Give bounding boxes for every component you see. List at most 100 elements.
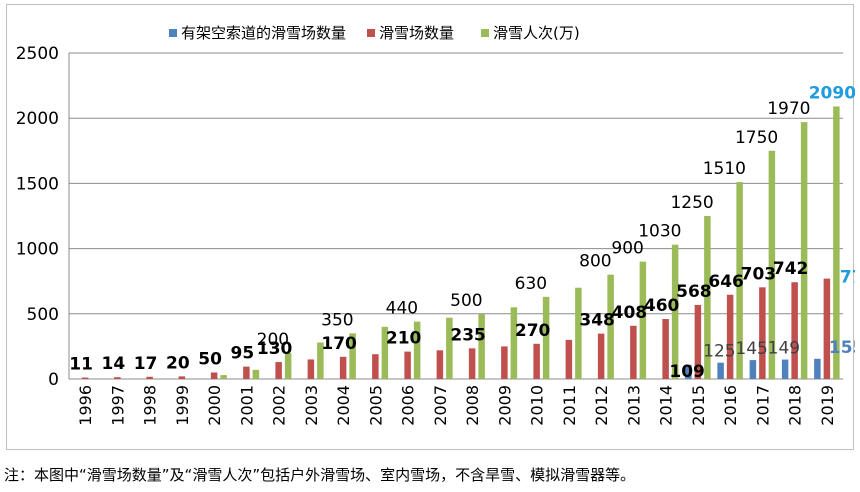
bar-resorts xyxy=(533,343,540,379)
data-label-resorts: 14 xyxy=(102,354,126,374)
footnote: 注：本图中“滑雪场数量”及“滑雪人次”包括户外滑雪场、室内雪场，不含旱雪、模拟滑… xyxy=(4,466,636,484)
y-tick-label: 2000 xyxy=(16,109,59,129)
bar-visits xyxy=(220,375,227,379)
bar-visits xyxy=(317,342,324,379)
data-label-visits: 500 xyxy=(450,291,482,311)
data-label-resorts: 703 xyxy=(741,264,777,284)
bar-visits xyxy=(768,150,776,379)
x-tick-label: 2007 xyxy=(431,385,450,426)
bar-resorts xyxy=(372,354,379,379)
bar-visits xyxy=(704,216,711,379)
x-tick-label: 2012 xyxy=(592,385,611,426)
bar-resorts xyxy=(468,348,476,379)
legend-swatch xyxy=(169,29,177,37)
bar-visits xyxy=(542,296,550,379)
data-label-visits: 1970 xyxy=(767,99,810,119)
bar-resorts xyxy=(630,325,637,379)
bar-visits xyxy=(575,287,582,379)
y-tick-label: 1000 xyxy=(16,240,59,260)
bar-cableway xyxy=(781,359,789,379)
bar-resorts xyxy=(210,372,218,379)
bar-resorts xyxy=(759,287,766,379)
x-tick-label: 1998 xyxy=(141,385,160,426)
y-tick-label: 0 xyxy=(48,370,59,390)
data-label-visits: 1030 xyxy=(638,222,681,242)
data-label-cableway: 149 xyxy=(768,339,800,359)
data-label-visits: 900 xyxy=(611,239,643,259)
data-label-resorts: 50 xyxy=(198,349,222,369)
bar-resorts xyxy=(597,333,605,379)
x-tick-label: 2014 xyxy=(657,385,676,426)
bar-chart: 0 500 1000 1500 2000 2500 1996 1997 1998 1999 2000… xyxy=(16,24,855,426)
bar-resorts xyxy=(114,377,121,379)
data-label-resorts: 210 xyxy=(386,329,422,349)
x-tick-label: 2010 xyxy=(528,385,547,426)
bar-cableway xyxy=(814,358,821,379)
x-tick-label: 2005 xyxy=(366,385,385,426)
x-tick-label: 2009 xyxy=(495,385,514,426)
bar-visits xyxy=(252,369,260,379)
y-tick-label: 2500 xyxy=(16,44,59,64)
legend-label: 滑雪场数量 xyxy=(379,24,454,42)
x-tick-label: 1999 xyxy=(173,385,192,426)
data-label-resorts: 235 xyxy=(450,325,486,345)
data-label-visits: 200 xyxy=(257,330,289,350)
data-label-resorts: 742 xyxy=(773,259,809,279)
y-tick-label: 1500 xyxy=(16,174,59,194)
chart-frame: 0 500 1000 1500 2000 2500 1996 1997 1998 1999 2000… xyxy=(6,4,855,450)
bar-visits xyxy=(349,333,356,379)
legend-label: 滑雪人次(万) xyxy=(493,24,580,42)
bar-visits xyxy=(736,182,743,379)
x-tick-label: 2000 xyxy=(205,385,224,426)
x-tick-label: 2015 xyxy=(689,385,708,426)
x-tick-label: 2004 xyxy=(334,385,353,426)
data-label-cableway: 125 xyxy=(703,342,735,362)
data-label-cableway: 109 xyxy=(669,362,705,382)
bar-resorts xyxy=(275,362,282,379)
bar-cableway xyxy=(749,360,757,379)
data-label-resorts: 568 xyxy=(676,282,712,302)
x-tick-label: 2011 xyxy=(560,385,579,426)
bar-resorts xyxy=(436,350,444,379)
bar-resorts xyxy=(565,339,573,379)
data-label-resorts: 95 xyxy=(231,344,255,364)
x-tick-label: 2016 xyxy=(721,385,740,426)
x-tick-label: 2001 xyxy=(237,385,256,426)
data-label-resorts: 17 xyxy=(134,354,158,374)
bar-visits xyxy=(833,106,840,380)
bar-visits xyxy=(671,244,679,379)
bar-visits xyxy=(478,313,485,379)
bar-resorts xyxy=(726,294,734,379)
data-label-resorts: 460 xyxy=(644,296,680,316)
x-tick-label: 2018 xyxy=(786,385,805,426)
data-label-resorts: 646 xyxy=(708,272,744,292)
bar-cableway xyxy=(717,362,724,379)
x-tick-label: 1996 xyxy=(76,385,95,426)
bar-resorts xyxy=(404,351,411,379)
x-tick-label: 2008 xyxy=(463,385,482,426)
bar-cableway xyxy=(685,364,692,379)
x-tick-label: 1997 xyxy=(108,385,127,426)
data-label-cableway: 145 xyxy=(735,339,767,359)
bar-visits xyxy=(800,122,808,379)
x-tick-label: 2019 xyxy=(818,385,837,426)
data-label-visits: 2090 xyxy=(809,83,855,103)
data-label-visits: 1750 xyxy=(735,128,778,148)
bar-visits xyxy=(381,326,389,379)
data-label-visits: 350 xyxy=(321,310,353,330)
x-tick-label: 2003 xyxy=(302,385,321,426)
bar-resorts xyxy=(339,356,347,379)
data-label-visits: 1250 xyxy=(670,193,713,213)
bar-visits xyxy=(413,321,421,379)
data-label-resorts: 770 xyxy=(840,268,855,288)
bar-resorts xyxy=(791,282,798,379)
legend-swatch xyxy=(367,29,375,37)
bar-resorts xyxy=(823,278,831,379)
bar-resorts xyxy=(694,304,702,379)
data-label-visits: 630 xyxy=(515,274,547,294)
data-label-resorts: 348 xyxy=(579,311,615,331)
bar-visits xyxy=(284,352,292,379)
data-label-visits: 800 xyxy=(579,252,611,272)
x-tick-label: 2006 xyxy=(399,385,418,426)
bar-visits xyxy=(607,274,614,379)
